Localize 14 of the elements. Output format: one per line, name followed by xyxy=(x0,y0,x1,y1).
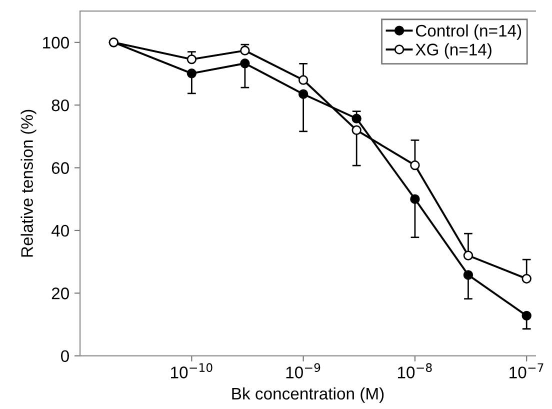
x-tick-label: 10$^{−10}$ xyxy=(171,363,212,378)
y-tick-label: 100 xyxy=(43,36,69,49)
x-tick-label: 10$^{−9}$ xyxy=(286,363,320,378)
y-tick-label: 80 xyxy=(52,99,69,112)
x-tick-label: 10$^{−8}$ xyxy=(398,363,432,378)
y-tick-label: 40 xyxy=(51,224,69,237)
y-tick-label: 20 xyxy=(52,288,69,300)
legend-label: Control (n=14) xyxy=(416,24,522,40)
y-tick-label: 0 xyxy=(61,350,69,362)
x-axis-title: Bk concentration (M) xyxy=(232,387,384,403)
y-axis-title: Relative tension (%) xyxy=(20,110,36,257)
x-tick-label: 10$^{−7}$ xyxy=(510,363,544,378)
y-tick-label: 60 xyxy=(52,162,69,174)
legend-label: XG (n=14) xyxy=(415,43,492,59)
